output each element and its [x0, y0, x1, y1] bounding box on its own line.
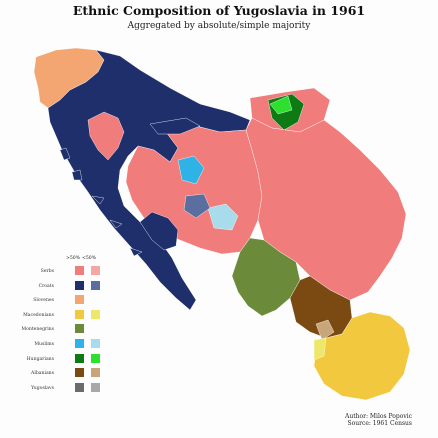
legend-swatch-absolute: [75, 339, 84, 348]
legend-swatch-simple: [91, 339, 100, 348]
region-bosnia-muslim: [177, 155, 205, 185]
region-macedonia-west: [313, 337, 327, 361]
source-text: Source: 1961 Census: [347, 420, 413, 427]
legend-swatch-absolute: [75, 368, 84, 378]
legend-swatch-absolute: [75, 382, 84, 392]
legend-swatch-absolute: [75, 295, 84, 305]
region-bosnia-mixed: [183, 193, 211, 219]
legend-swatch-simple: [91, 368, 100, 378]
credits: Author: Milos Popovic Source: 1961 Censu…: [345, 413, 412, 427]
legend-row: Macedonians: [20, 309, 110, 321]
map-title: Ethnic Composition of Yugoslavia in 1961: [72, 3, 366, 18]
region-kosovo-mixed: [315, 319, 335, 341]
legend-row: Slovenes: [20, 295, 110, 306]
legend-swatch-simple: [91, 309, 100, 319]
region-herzegovina-croat: [139, 211, 179, 251]
legend-row: Hungarians: [20, 353, 110, 365]
legend-swatch-simple: [91, 280, 100, 290]
legend-row: Serbs: [20, 266, 110, 277]
legend-label: Slovenes: [33, 298, 54, 304]
legend-swatch-absolute: [75, 266, 84, 275]
region-serbia: [245, 117, 407, 301]
legend-swatch-simple: [91, 382, 100, 392]
legend-label: Hungarians: [26, 356, 54, 362]
legend-swatch-absolute: [75, 324, 84, 334]
legend-swatch-absolute: [75, 280, 84, 290]
legend-label: Serbs: [40, 269, 54, 274]
region-posavina: [149, 117, 201, 135]
legend-simple-header: <50%: [82, 256, 97, 261]
region-bosnia-muslim-2: [207, 203, 239, 231]
map-subtitle: Aggregated by absolute/simple majority: [127, 21, 311, 31]
legend-label: Yugoslavs: [31, 385, 54, 391]
legend-row: Croats: [20, 280, 110, 292]
legend-swatch-simple: [91, 353, 100, 363]
legend-row: Albanians: [20, 368, 110, 379]
legend-label: Muslims: [34, 342, 54, 347]
legend-swatch-simple: [91, 266, 100, 275]
region-vojvodina-hungarian-simple: [269, 95, 293, 115]
legend-swatch-absolute: [75, 309, 84, 319]
legend-label: Macedonians: [23, 312, 54, 318]
region-krajina: [87, 111, 125, 161]
legend-absolute-header: >50%: [66, 256, 81, 261]
legend-label: Croats: [38, 283, 54, 289]
legend-row: Montenegrins: [20, 324, 110, 335]
legend-label: Montenegrins: [21, 327, 54, 333]
legend-label: Albanians: [31, 371, 54, 377]
region-islands: [59, 147, 143, 257]
legend-swatch-absolute: [75, 353, 84, 363]
region-macedonia: [313, 311, 411, 401]
legend-row: Yugoslavs: [20, 382, 110, 394]
author-text: Author: Milos Popovic: [345, 413, 412, 420]
legend-row: Muslims: [20, 339, 110, 350]
